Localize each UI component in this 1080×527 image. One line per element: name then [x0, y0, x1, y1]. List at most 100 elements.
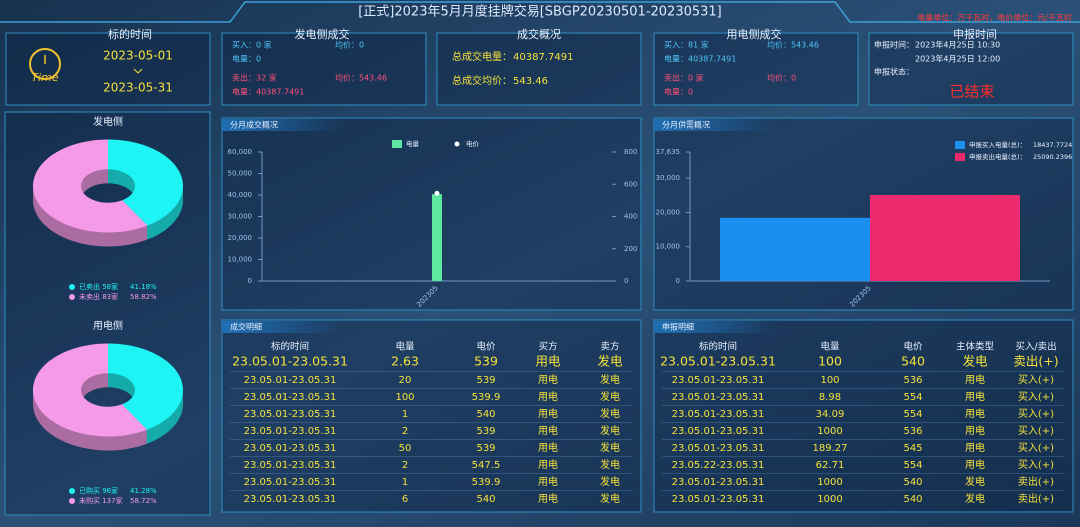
table-cell: 发电	[597, 354, 623, 369]
y-tick-label: 20,000	[656, 208, 681, 216]
legend-value: 25090.2396	[1033, 153, 1072, 161]
pie-slice	[32, 139, 148, 233]
table-cell: 539	[476, 426, 495, 437]
table-cell: 发电	[600, 407, 620, 420]
legend-swatch	[955, 153, 965, 161]
table-cell: 用电	[538, 373, 558, 386]
legend-swatch	[454, 141, 460, 147]
column-header: 电量	[395, 341, 415, 353]
table-cell: 用电	[965, 424, 985, 437]
table-cell: 540	[903, 477, 922, 488]
trade-item: 买入：81 家	[664, 40, 709, 50]
y-tick-label: 0	[248, 277, 252, 285]
declare-label: 申报时间：	[874, 40, 914, 50]
table-cell: 540	[901, 354, 925, 369]
table-cell: 23.05.22-23.05.31	[672, 460, 765, 471]
table-cell: 539	[474, 354, 498, 369]
table-cell: 539.9	[472, 477, 501, 488]
table-cell: 23.05.01-23.05.31	[672, 392, 765, 403]
panel	[5, 32, 211, 106]
table-cell: 用电	[965, 373, 985, 386]
legend-name: 电价	[466, 139, 480, 148]
table-cell: 发电	[600, 492, 620, 505]
panel	[653, 32, 859, 106]
legend-name: 申报买入电量(总)：	[969, 140, 1026, 149]
panel-title: 成交概况	[517, 27, 561, 41]
table-cell: 8.98	[819, 392, 841, 403]
table-cell: 用电	[538, 458, 558, 471]
y-tick-label: 37,635	[656, 148, 681, 156]
trade-item: 电量：40387.7491	[664, 54, 736, 64]
legend-swatch	[955, 141, 965, 149]
panel	[436, 32, 642, 106]
table-cell: 1000	[817, 494, 842, 505]
table-cell: 1	[402, 409, 408, 420]
table-cell: 1000	[817, 426, 842, 437]
legend-dot	[69, 294, 75, 300]
trade-item: 均价：543.46	[767, 40, 819, 50]
bar	[870, 194, 1020, 281]
legend-dot	[69, 498, 75, 504]
table-cell: 545	[903, 443, 922, 454]
table-cell: 买入(+)	[1018, 391, 1054, 403]
trade-item: 电量：0	[664, 87, 693, 97]
panel-title: 发电侧成交	[295, 27, 350, 41]
table-cell: 发电	[600, 424, 620, 437]
table-cell: 2.63	[391, 354, 419, 369]
legend-value: 58.82%	[130, 293, 157, 301]
summary-value: 543.46	[513, 76, 548, 87]
clock-icon	[29, 48, 61, 80]
table-cell: 536	[903, 375, 922, 386]
table-cell: 买入(+)	[1018, 408, 1054, 420]
legend-name: 未购买 137家	[79, 496, 123, 505]
section-bar	[222, 321, 342, 333]
trade-item: 买入：0 家	[232, 40, 272, 50]
summary-label: 总成交电量：	[452, 50, 512, 63]
table-cell: 用电	[965, 390, 985, 403]
trade-item: 电量：0	[232, 54, 261, 64]
table-cell: 540	[476, 409, 495, 420]
table-cell: 23.05.01-23.05.31	[244, 494, 337, 505]
panel	[653, 319, 1074, 513]
legend-dot	[69, 284, 75, 290]
table-cell: 发电	[600, 441, 620, 454]
column-header: 卖方	[600, 341, 619, 353]
table-cell: 2	[402, 460, 408, 471]
table-cell: 1	[402, 477, 408, 488]
declare-end: 2023年4月25日 12:00	[915, 54, 1000, 64]
section-title: 申报明细	[662, 322, 694, 332]
y2-tick-label: 600	[624, 180, 637, 188]
panel	[221, 117, 642, 311]
table-cell: 23.05.01-23.05.31	[244, 375, 337, 386]
table-cell: 23.05.01-23.05.31	[244, 392, 337, 403]
column-header: 买入/卖出	[1015, 341, 1056, 353]
y2-tick-label: 200	[624, 245, 637, 253]
y-tick-label: 0	[676, 277, 680, 285]
table-cell: 用电	[538, 475, 558, 488]
header-title: [正式]2023年5月月度挂牌交易[SBGP20230501-20230531]	[358, 4, 722, 20]
table-cell: 554	[903, 392, 922, 403]
table-cell: 1000	[817, 477, 842, 488]
table-cell: 540	[903, 494, 922, 505]
summary-label: 总成交均价：	[452, 74, 512, 87]
table-cell: 卖出(+)	[1013, 354, 1058, 369]
table-cell: 发电	[965, 492, 985, 505]
column-header: 主体类型	[956, 341, 995, 353]
table-cell: 23.05.01-23.05.31	[244, 460, 337, 471]
table-cell: 189.27	[813, 443, 848, 454]
y-tick-label: 20,000	[228, 234, 253, 242]
table-cell: 用电	[535, 354, 561, 369]
table-cell: 用电	[965, 407, 985, 420]
trade-item: 均价：0	[767, 73, 796, 83]
y-tick-label: 30,000	[656, 174, 681, 182]
start-date: 2023-05-01	[103, 49, 173, 63]
table-cell: 2	[402, 426, 408, 437]
table-cell: 6	[402, 494, 408, 505]
y2-tick-label: 0	[624, 277, 628, 285]
table-cell: 547.5	[472, 460, 501, 471]
table-cell: 卖出(+)	[1018, 475, 1054, 488]
table-cell: 23.05.01-23.05.31	[672, 477, 765, 488]
point	[434, 190, 440, 196]
table-cell: 23.05.01-23.05.31	[244, 443, 337, 454]
section-bar	[654, 119, 774, 131]
